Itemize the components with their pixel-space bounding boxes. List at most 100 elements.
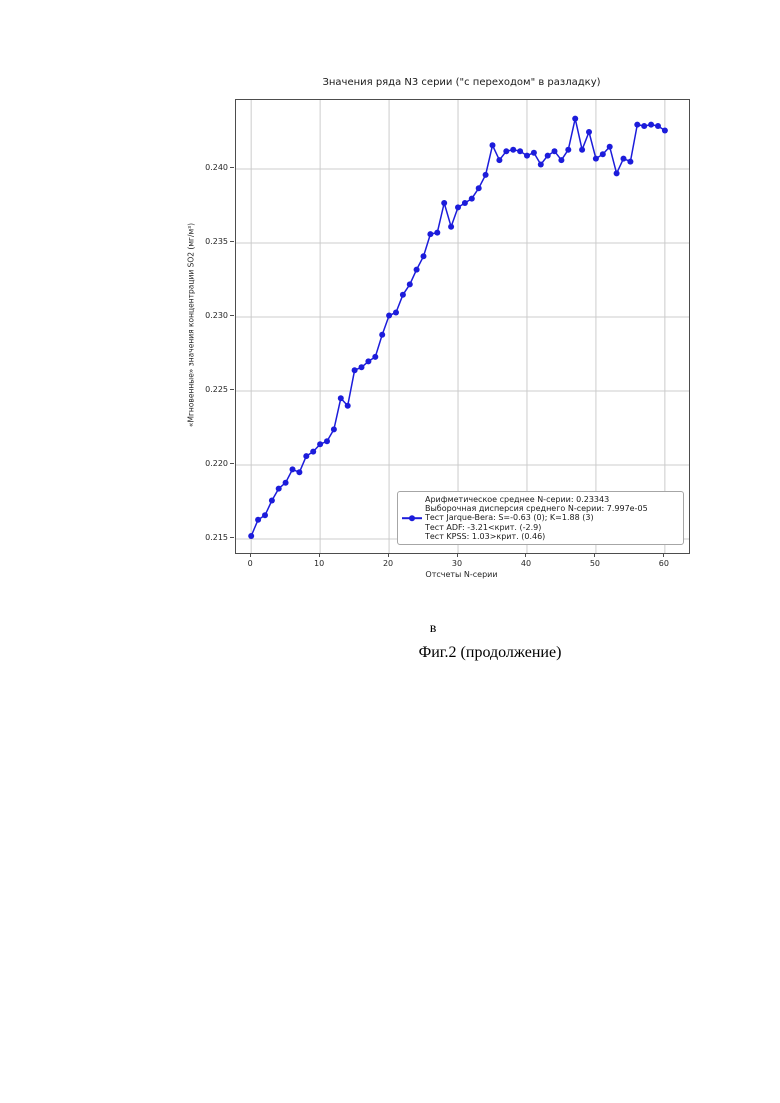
x-tick-mark (525, 553, 527, 557)
data-point (275, 485, 282, 492)
data-point (496, 157, 503, 164)
data-point (282, 479, 289, 486)
y-tick-mark (230, 315, 234, 317)
plot-area (235, 99, 690, 554)
data-point (510, 146, 517, 153)
data-point (372, 353, 379, 360)
data-point (393, 309, 399, 316)
data-point (489, 142, 496, 149)
y-tick-label: 0.235 (205, 236, 228, 246)
data-point (262, 512, 268, 519)
y-tick-mark (230, 167, 234, 169)
data-point (268, 497, 275, 504)
legend-line: Арифметическое среднее N-серии: 0.23343 (425, 495, 610, 504)
data-point (344, 402, 351, 409)
x-tick-label: 20 (382, 559, 394, 568)
data-point (441, 200, 448, 206)
chart-legend: Арифметическое среднее N-серии: 0.23343 В… (397, 491, 684, 546)
x-tick-label: 0 (247, 559, 253, 568)
data-point (482, 171, 489, 178)
data-point (558, 157, 565, 164)
data-point (606, 143, 613, 150)
data-point (599, 151, 606, 158)
y-tick-label: 0.240 (205, 162, 228, 172)
y-tick-label: 0.220 (205, 458, 228, 468)
x-tick-mark (249, 553, 251, 557)
data-point (351, 367, 358, 374)
legend-line: Выборочная дисперсия среднего N-серии: 7… (425, 504, 648, 514)
data-point (330, 426, 337, 433)
y-tick-mark (230, 389, 234, 391)
figure-caption: Фиг.2 (продолжение) (418, 644, 562, 661)
data-point (537, 161, 544, 168)
data-point (434, 229, 441, 236)
data-point (289, 466, 296, 473)
data-point (661, 127, 668, 134)
data-point (655, 123, 661, 129)
data-point (613, 170, 620, 177)
data-point (455, 204, 461, 211)
x-axis-label: Отсчеты N-серии (425, 570, 498, 579)
data-point (503, 148, 510, 155)
data-point (296, 469, 303, 476)
y-tick-label: 0.225 (205, 384, 228, 394)
chart-canvas (236, 100, 689, 553)
data-point (551, 148, 558, 155)
data-point (461, 200, 468, 206)
x-tick-mark (456, 553, 458, 557)
data-point (468, 195, 475, 202)
y-tick-label: 0.215 (205, 532, 228, 542)
data-point (579, 146, 586, 153)
data-point (358, 364, 365, 371)
x-tick-label: 60 (658, 559, 669, 568)
y-tick-mark (230, 241, 234, 243)
legend-line: Тест Jarque-Bera: S=-0.63 (0); K=1.88 (3… (398, 513, 679, 522)
data-point (337, 395, 344, 402)
data-point (648, 121, 655, 128)
y-tick-label: 0.230 (205, 310, 228, 320)
x-tick-mark (594, 553, 596, 557)
data-point (586, 129, 592, 135)
data-point (324, 438, 330, 445)
data-point (524, 152, 530, 159)
data-point (530, 149, 537, 156)
data-point (448, 223, 455, 230)
figure-sub-letter: в (429, 621, 437, 636)
data-point (310, 448, 317, 455)
data-point (620, 155, 627, 162)
x-tick-label: 30 (451, 559, 463, 568)
data-point (592, 155, 599, 162)
data-point (565, 146, 572, 153)
legend-line: Тест KPSS: 1.03>крит. (0.46) (425, 531, 546, 541)
data-point (634, 121, 641, 128)
data-point (544, 152, 551, 159)
legend-dot-icon (409, 515, 415, 521)
x-tick-label: 10 (314, 559, 325, 568)
data-point (641, 123, 648, 129)
data-point (248, 533, 255, 539)
data-point (572, 115, 579, 122)
data-point (255, 516, 262, 523)
x-tick-mark (387, 553, 389, 557)
data-point (420, 253, 427, 260)
legend-line-marker-icon (402, 515, 422, 521)
x-tick-mark (663, 553, 665, 557)
data-point (427, 231, 434, 238)
x-tick-mark (318, 553, 320, 557)
data-point (406, 281, 413, 288)
y-tick-mark (230, 463, 234, 465)
x-tick-label: 50 (589, 559, 600, 568)
data-point (517, 148, 524, 155)
x-tick-label: 40 (520, 559, 532, 568)
legend-line: Тест ADF: -3.21<крит. (-2.9) (425, 522, 542, 532)
data-point (475, 185, 482, 192)
data-point (379, 331, 386, 338)
data-point (627, 158, 634, 165)
data-point (303, 453, 310, 460)
data-point (365, 358, 372, 365)
data-point (386, 312, 393, 319)
data-point (399, 291, 406, 298)
data-point (317, 441, 324, 448)
chart-title: Значения ряда N3 серии ("с переходом" в … (322, 77, 601, 88)
